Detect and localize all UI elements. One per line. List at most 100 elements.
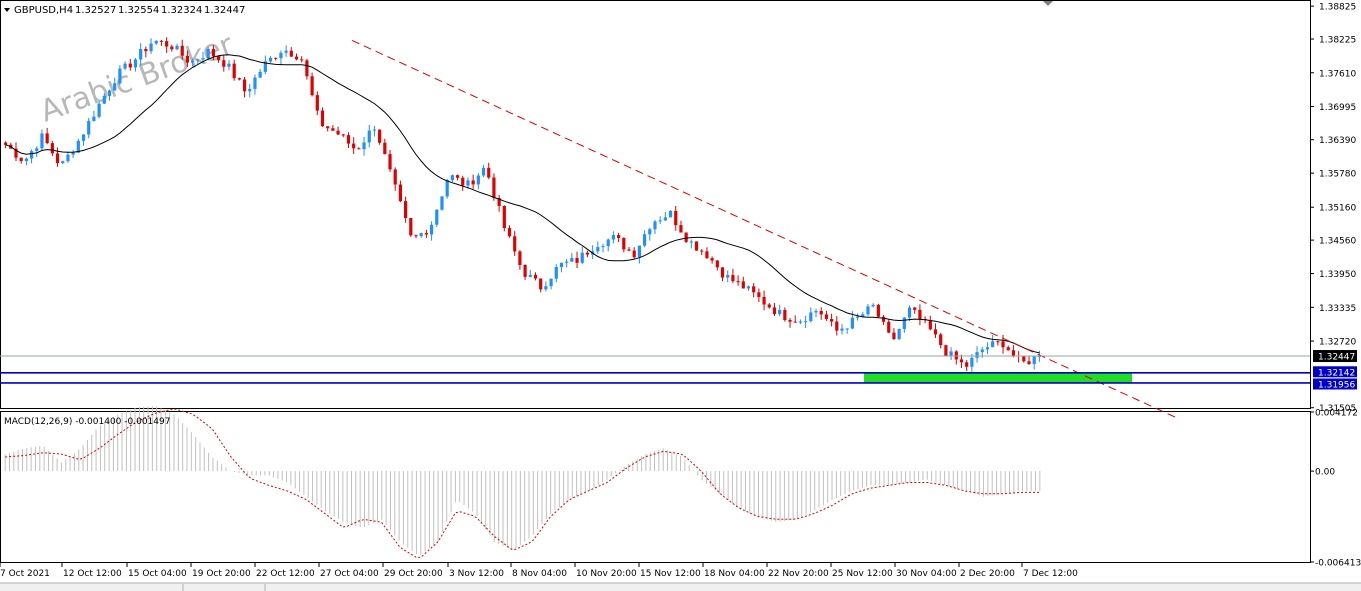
candle: [81, 134, 86, 146]
candle: [346, 132, 351, 149]
candle: [24, 157, 28, 166]
symbol-label: GBPUSD,H4: [14, 5, 73, 16]
candle: [518, 250, 522, 270]
price-tick-label: 1.38825: [1319, 3, 1356, 13]
time-tick-label: 7 Oct 2021: [0, 569, 50, 579]
price-tick-label: 1.38225: [1319, 36, 1356, 46]
time-tick-label: 18 Nov 04:00: [704, 569, 765, 579]
candle: [232, 59, 236, 81]
candle: [487, 162, 491, 180]
time-tick-label: 15 Nov 12:00: [640, 569, 701, 579]
candle: [736, 275, 740, 286]
candle: [424, 229, 428, 238]
current-price-label: 1.32447: [1318, 353, 1355, 363]
candle: [648, 227, 652, 241]
candle: [268, 56, 273, 63]
price-tick-label: 1.33950: [1319, 270, 1356, 280]
candle: [549, 278, 553, 290]
candle: [1027, 356, 1031, 365]
candle: [580, 246, 584, 265]
candle: [383, 138, 387, 155]
candle: [668, 210, 673, 218]
shift-marker-icon[interactable]: [1043, 1, 1053, 6]
candle: [585, 250, 590, 258]
time-tick-label: 7 Dec 12:00: [1023, 569, 1078, 579]
candle: [180, 39, 184, 60]
candle: [835, 316, 839, 336]
candle: [507, 225, 512, 238]
candle: [907, 305, 912, 322]
candle: [398, 180, 403, 203]
macd-panel[interactable]: [0, 411, 1311, 563]
candle: [341, 133, 345, 138]
candle: [596, 241, 600, 255]
close-value: 1.32447: [204, 5, 245, 16]
candle: [658, 216, 662, 225]
candle: [991, 334, 995, 348]
candle: [216, 55, 221, 63]
candle: [778, 304, 782, 317]
candle: [570, 252, 574, 263]
horizontal-scrollbar[interactable]: [0, 583, 1361, 591]
candle: [35, 146, 39, 157]
time-tick-label: 22 Oct 12:00: [256, 569, 315, 579]
candle: [959, 354, 964, 369]
candle: [637, 245, 641, 264]
candle: [762, 290, 766, 311]
candle: [222, 54, 226, 72]
candle: [840, 324, 844, 335]
candle: [253, 74, 257, 95]
price-tick-label: 1.33335: [1319, 304, 1356, 314]
price-tick-label: 1.32720: [1319, 338, 1356, 348]
candle: [274, 57, 278, 61]
candle: [970, 354, 974, 372]
current-price-tag: [1313, 350, 1357, 363]
candle: [440, 195, 444, 211]
trendline[interactable]: [351, 39, 1176, 418]
candle: [700, 249, 704, 256]
candle: [154, 40, 158, 45]
price-tick-label: 1.36995: [1319, 103, 1356, 113]
candle: [897, 328, 901, 341]
candle: [300, 56, 304, 63]
candle: [378, 129, 382, 145]
candle: [819, 307, 823, 320]
candle: [757, 288, 761, 303]
candle: [902, 317, 906, 333]
candle: [752, 283, 756, 298]
candle: [492, 173, 496, 201]
candle: [445, 179, 449, 199]
candle: [315, 91, 319, 115]
candle: [949, 347, 953, 361]
candle: [689, 239, 693, 249]
candle: [1006, 345, 1010, 351]
time-tick-label: 10 Nov 20:00: [576, 569, 637, 579]
time-tick-label: 2 Dec 20:00: [960, 569, 1015, 579]
candle: [107, 89, 112, 101]
level-price-tag: [1313, 378, 1357, 390]
candle: [450, 174, 454, 183]
candle: [61, 160, 65, 165]
candle: [139, 43, 143, 66]
candle: [694, 241, 699, 251]
candle: [731, 268, 735, 284]
candle: [393, 167, 397, 191]
candle: [429, 221, 434, 241]
candle: [362, 136, 366, 156]
candle: [1011, 345, 1016, 358]
candle: [674, 205, 678, 231]
candle: [102, 93, 106, 104]
candle: [539, 278, 543, 293]
low-value: 1.32324: [161, 5, 202, 16]
time-tick-label: 12 Oct 12:00: [63, 569, 122, 579]
support-zone[interactable]: [864, 372, 1132, 383]
candle: [227, 60, 231, 71]
candle: [933, 323, 938, 338]
candle: [965, 359, 969, 372]
candle: [336, 126, 340, 136]
price-panel[interactable]: [0, 0, 1311, 409]
candle: [575, 251, 579, 269]
moving-average-line: [5, 54, 1040, 354]
price-tick-label: 1.37610: [1319, 69, 1356, 79]
candle: [887, 319, 891, 334]
